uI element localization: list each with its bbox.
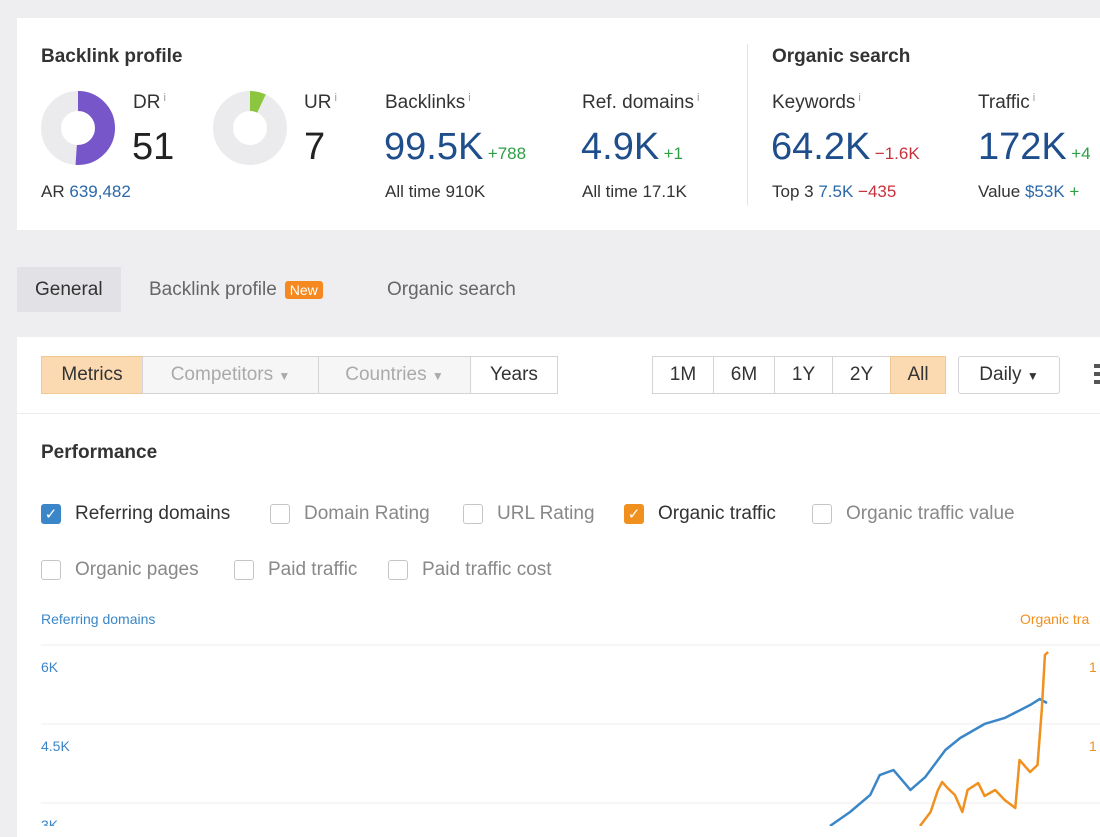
checkbox-label: Domain Rating — [304, 503, 430, 524]
checkbox-label: Organic traffic value — [846, 503, 1015, 524]
checkbox-box[interactable] — [270, 504, 290, 524]
info-icon[interactable]: i — [1032, 92, 1036, 104]
info-icon[interactable]: i — [696, 92, 700, 104]
checkbox-box[interactable]: ✓ — [624, 504, 644, 524]
checkbox-organic-traffic[interactable]: ✓ Organic traffic — [624, 503, 776, 525]
range-1y-button[interactable]: 1Y — [774, 356, 833, 394]
refdomains-alltime: All time 17.1K — [582, 182, 687, 201]
dr-donut — [41, 91, 115, 165]
checkbox-label: Paid traffic cost — [422, 559, 552, 580]
range-1m-button[interactable]: 1M — [652, 356, 714, 394]
left-tick-label: 6K — [41, 659, 59, 675]
metrics-button[interactable]: Metrics — [41, 356, 143, 394]
range-2y-button[interactable]: 2Y — [832, 356, 891, 394]
competitors-dropdown[interactable]: Competitors ▼ — [142, 356, 319, 394]
main-card — [17, 337, 1100, 837]
checkbox-box[interactable] — [234, 560, 254, 580]
performance-chart: 6K 4.5K 3K 1 1 — [41, 644, 1100, 826]
left-tick-label: 3K — [41, 817, 59, 826]
tab-backlink-profile[interactable]: Backlink profile New — [131, 267, 341, 312]
refdomains-label: Ref. domains i — [582, 92, 700, 113]
years-button[interactable]: Years — [470, 356, 558, 394]
backlinks-alltime: All time 910K — [385, 182, 486, 201]
more-options-icon[interactable] — [1094, 364, 1100, 386]
backlinks-label: Backlinks i — [385, 92, 471, 113]
tab-general[interactable]: General — [17, 267, 121, 312]
info-icon[interactable]: i — [468, 92, 471, 104]
ur-label: UR i — [304, 92, 337, 113]
range-all-button[interactable]: All — [890, 356, 946, 394]
keywords-label: Keywords i — [772, 92, 861, 113]
tab-organic-search[interactable]: Organic search — [387, 279, 516, 300]
info-icon[interactable]: i — [334, 92, 337, 104]
interval-dropdown[interactable]: Daily ▼ — [958, 356, 1060, 394]
checkbox-label: URL Rating — [497, 503, 595, 524]
backlink-profile-title: Backlink profile — [41, 46, 183, 67]
organic-search-title: Organic search — [772, 46, 911, 67]
checkbox-paid-traffic[interactable]: Paid traffic — [234, 559, 357, 581]
info-icon[interactable]: i — [163, 92, 166, 104]
value-row: Value $53K + — [978, 182, 1080, 201]
checkbox-label: Organic traffic — [658, 503, 776, 524]
checkbox-paid-traffic-cost[interactable]: Paid traffic cost — [388, 559, 552, 581]
checkbox-box[interactable] — [463, 504, 483, 524]
checkbox-box[interactable] — [41, 560, 61, 580]
info-icon[interactable]: i — [858, 92, 861, 104]
checkbox-label: Paid traffic — [268, 559, 358, 580]
checkbox-referring-domains[interactable]: ✓ Referring domains — [41, 503, 230, 525]
checkbox-label: Organic pages — [75, 559, 199, 580]
checkbox-box[interactable] — [388, 560, 408, 580]
new-badge: New — [284, 281, 323, 299]
checkbox-url-rating[interactable]: URL Rating — [463, 503, 595, 525]
divider — [17, 413, 1100, 414]
ur-value: 7 — [304, 126, 326, 168]
dr-value: 51 — [132, 126, 175, 168]
checkbox-organic-pages[interactable]: Organic pages — [41, 559, 199, 581]
series-line-referring-domains — [829, 697, 1048, 826]
performance-title: Performance — [41, 442, 158, 463]
ur-donut — [213, 91, 287, 165]
checkbox-box[interactable] — [812, 504, 832, 524]
traffic-label: Traffic i — [978, 92, 1036, 113]
countries-dropdown[interactable]: Countries ▼ — [318, 356, 471, 394]
left-axis-label: Referring domains — [41, 611, 156, 627]
checkbox-box[interactable]: ✓ — [41, 504, 61, 524]
series-line-organic-traffic — [918, 651, 1049, 826]
ur-donut-fill — [213, 91, 287, 165]
dr-label: DR i — [133, 92, 166, 113]
keywords-metric[interactable]: 64.2K −1.6K — [771, 126, 920, 168]
right-tick-label: 1 — [1089, 738, 1097, 754]
right-tick-label: 1 — [1089, 659, 1097, 675]
checkbox-organic-traffic-value[interactable]: Organic traffic value — [812, 503, 1015, 525]
dr-donut-fill — [41, 91, 115, 165]
summary-card: Backlink profile DR i 51 AR 639,482 UR i 7… — [17, 18, 1100, 230]
left-tick-label: 4.5K — [41, 738, 70, 754]
right-axis-label: Organic tra — [1020, 611, 1090, 627]
range-6m-button[interactable]: 6M — [713, 356, 775, 394]
divider — [747, 44, 748, 206]
refdomains-metric[interactable]: 4.9K +1 — [581, 126, 684, 168]
traffic-metric[interactable]: 172K +4 — [978, 126, 1091, 168]
ar-row: AR 639,482 — [41, 182, 131, 201]
checkbox-domain-rating[interactable]: Domain Rating — [270, 503, 430, 525]
backlinks-metric[interactable]: 99.5K +788 — [384, 126, 527, 168]
top3-row: Top 3 7.5K −435 — [772, 182, 897, 201]
checkbox-label: Referring domains — [75, 503, 231, 524]
